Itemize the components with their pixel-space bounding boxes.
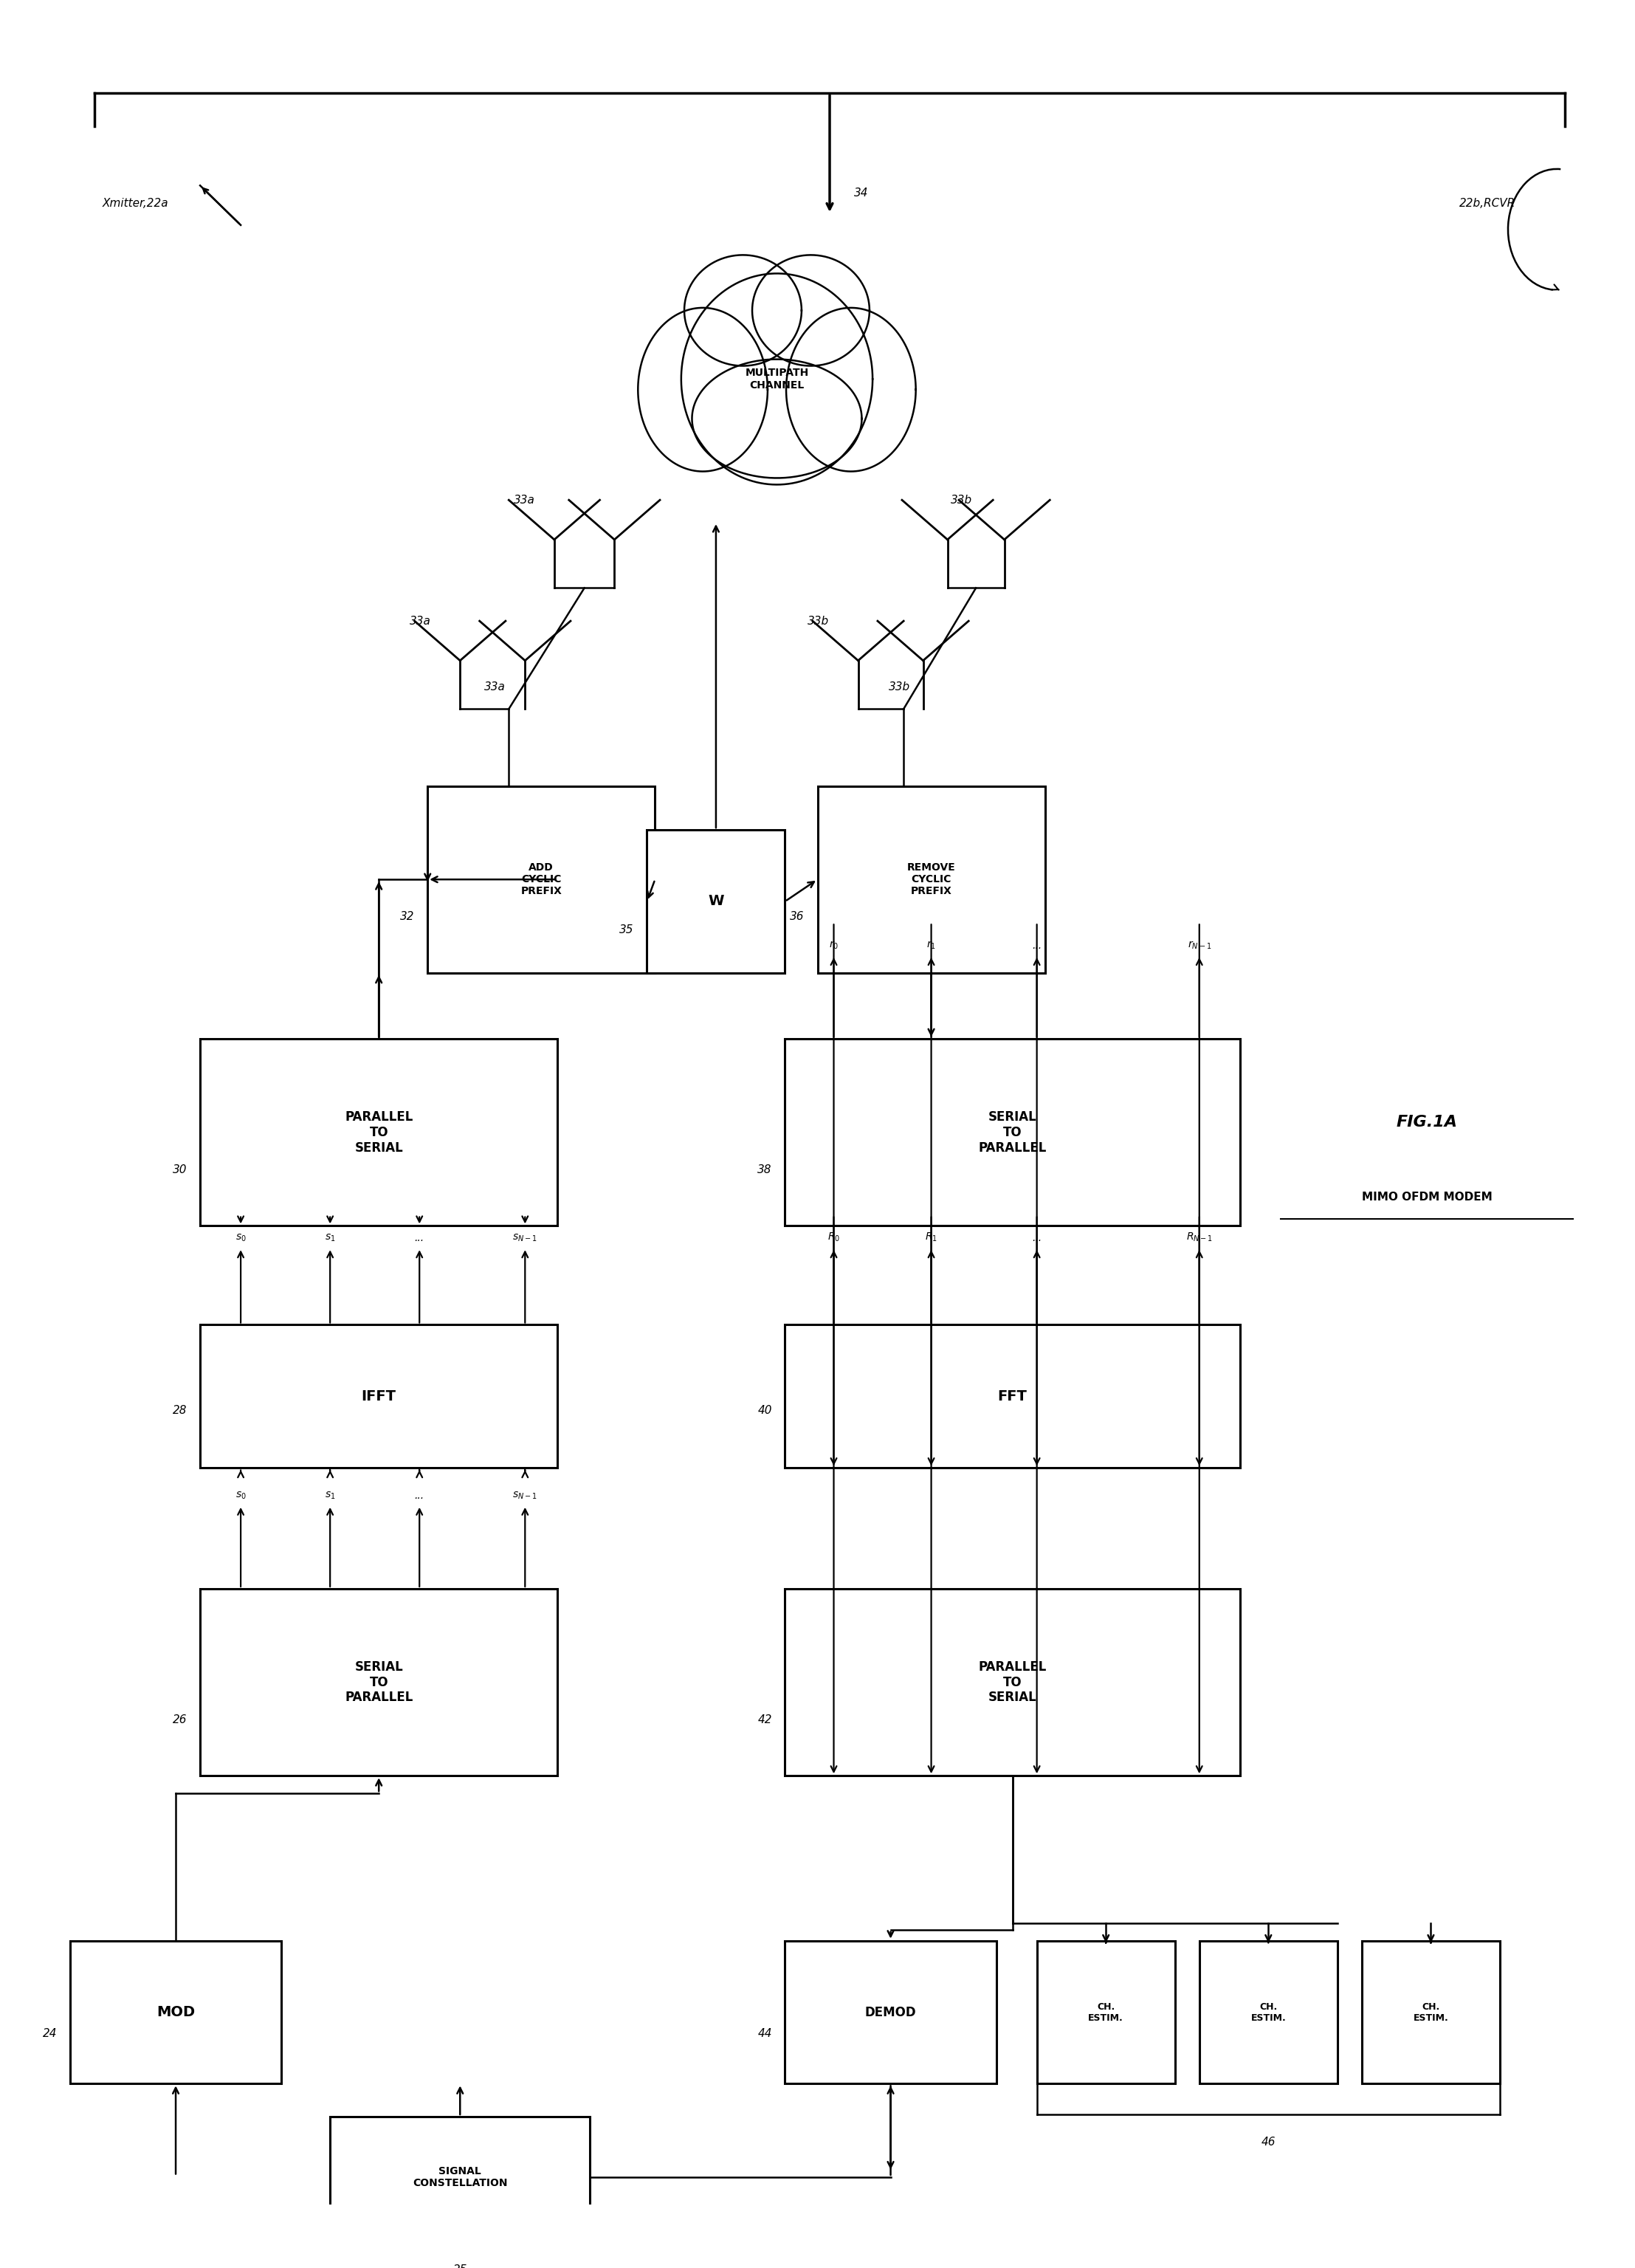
Ellipse shape [638,308,767,472]
Text: R$_1$: R$_1$ [925,1232,937,1243]
Text: SERIAL
TO
PARALLEL: SERIAL TO PARALLEL [345,1660,414,1703]
FancyBboxPatch shape [199,1325,558,1467]
Text: s$_1$: s$_1$ [325,1234,335,1243]
Text: 26: 26 [173,1715,186,1726]
Text: SIGNAL
CONSTELLATION: SIGNAL CONSTELLATION [412,2166,507,2189]
Text: Xmitter,22a: Xmitter,22a [103,197,168,209]
Text: R$_0$: R$_0$ [827,1232,840,1243]
Text: 22b,RCVR: 22b,RCVR [1460,197,1516,209]
Text: s$_1$: s$_1$ [325,1490,335,1501]
Text: 36: 36 [790,912,804,923]
Text: 33b: 33b [950,494,973,506]
Text: CH.
ESTIM.: CH. ESTIM. [1413,2003,1449,2023]
Text: 46: 46 [1261,2136,1275,2148]
Text: MIMO OFDM MODEM: MIMO OFDM MODEM [1362,1191,1493,1202]
Text: PARALLEL
TO
SERIAL: PARALLEL TO SERIAL [345,1111,414,1154]
Ellipse shape [682,274,873,485]
Text: ...: ... [1032,1234,1041,1243]
FancyBboxPatch shape [199,1590,558,1776]
Text: 35: 35 [620,925,634,937]
FancyBboxPatch shape [785,1039,1239,1227]
Text: REMOVE
CYCLIC
PREFIX: REMOVE CYCLIC PREFIX [907,862,955,896]
Text: 33b: 33b [808,615,829,626]
Text: DEMOD: DEMOD [865,2005,916,2019]
FancyBboxPatch shape [785,1941,996,2084]
FancyBboxPatch shape [785,1325,1239,1467]
Text: MOD: MOD [157,2005,195,2019]
Text: r$_{N-1}$: r$_{N-1}$ [1187,939,1212,950]
Ellipse shape [786,308,916,472]
Text: 33a: 33a [409,615,430,626]
FancyBboxPatch shape [428,787,656,973]
Text: PARALLEL
TO
SERIAL: PARALLEL TO SERIAL [978,1660,1046,1703]
Text: 40: 40 [757,1406,772,1415]
Text: 44: 44 [757,2028,772,2039]
Text: 33a: 33a [513,494,535,506]
Text: r$_1$: r$_1$ [927,939,937,950]
FancyBboxPatch shape [818,787,1045,973]
Text: 24: 24 [43,2028,57,2039]
Text: 42: 42 [757,1715,772,1726]
Text: 33b: 33b [888,680,911,692]
Text: ...: ... [415,1234,423,1243]
Text: CH.
ESTIM.: CH. ESTIM. [1251,2003,1287,2023]
Text: s$_0$: s$_0$ [235,1234,247,1243]
Text: s$_{N-1}$: s$_{N-1}$ [512,1234,538,1243]
Text: R$_{N-1}$: R$_{N-1}$ [1185,1232,1213,1243]
Ellipse shape [752,254,870,365]
FancyBboxPatch shape [330,2116,590,2239]
Text: s$_{N-1}$: s$_{N-1}$ [512,1490,538,1501]
FancyBboxPatch shape [1200,1941,1337,2084]
Text: ADD
CYCLIC
PREFIX: ADD CYCLIC PREFIX [520,862,562,896]
Text: W: W [708,894,724,909]
Text: ...: ... [1032,941,1041,950]
FancyBboxPatch shape [1362,1941,1499,2084]
Text: SERIAL
TO
PARALLEL: SERIAL TO PARALLEL [978,1111,1046,1154]
FancyBboxPatch shape [70,1941,281,2084]
Text: CH.
ESTIM.: CH. ESTIM. [1089,2003,1123,2023]
Text: s$_0$: s$_0$ [235,1490,247,1501]
Text: FFT: FFT [997,1390,1027,1404]
Text: IFFT: IFFT [361,1390,396,1404]
FancyBboxPatch shape [647,830,785,973]
FancyBboxPatch shape [1037,1941,1176,2084]
Text: 34: 34 [853,188,868,200]
Text: FIG.1A: FIG.1A [1396,1116,1457,1129]
Text: 33a: 33a [484,680,505,692]
Text: r$_0$: r$_0$ [829,939,839,950]
Text: 30: 30 [173,1163,186,1175]
Ellipse shape [685,254,801,365]
Text: 32: 32 [401,912,415,923]
FancyBboxPatch shape [199,1039,558,1227]
Text: ...: ... [415,1490,423,1501]
Text: MULTIPATH
CHANNEL: MULTIPATH CHANNEL [746,367,809,390]
Text: 28: 28 [173,1406,186,1415]
Text: 25: 25 [453,2263,468,2268]
FancyBboxPatch shape [785,1590,1239,1776]
Text: 38: 38 [757,1163,772,1175]
Ellipse shape [692,358,862,479]
